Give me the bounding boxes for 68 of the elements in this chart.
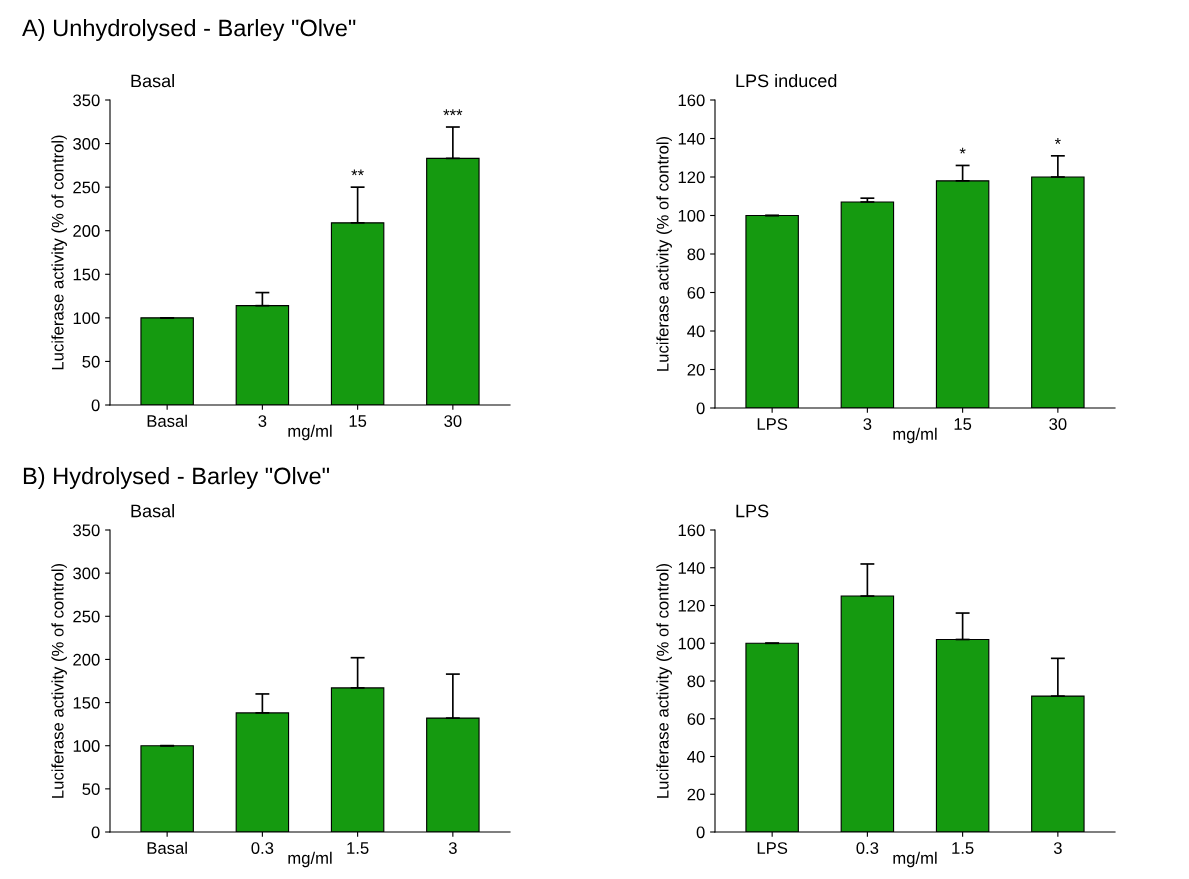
y-tick-label: 150 [73, 696, 100, 709]
x-tick-label: 1.5 [347, 842, 369, 854]
y-tick-label: 0 [696, 826, 705, 839]
x-axis-title: mg/ml [288, 851, 332, 868]
y-tick-label: 80 [687, 248, 705, 261]
x-tick-label: 15 [954, 418, 972, 430]
chart-title: Basal [131, 504, 174, 518]
y-tick-label: 300 [73, 567, 100, 580]
y-tick-label: 140 [678, 562, 705, 574]
y-axis-title: Luciferase activity (% of control) [656, 563, 672, 798]
y-tick-label: 40 [687, 750, 705, 763]
text: B) Hydrolysed - Barley "Olve" [23, 466, 330, 489]
y-tick-label: 160 [678, 524, 705, 537]
y-tick-label: 120 [678, 599, 705, 612]
y-tick-label: 50 [82, 783, 100, 796]
y-axis-title: Luciferase activity (% of control) [656, 136, 672, 371]
y-tick-label: 160 [678, 94, 705, 107]
x-tick-label: 0.3 [856, 842, 879, 854]
y-tick-label: 300 [73, 137, 100, 150]
chart-title: LPS [736, 504, 769, 518]
x-tick-label: 3 [258, 415, 267, 427]
y-tick-label: 100 [678, 637, 705, 650]
x-tick-label: LPS [757, 418, 788, 430]
y-tick-label: 80 [687, 675, 705, 688]
y-tick-label: 250 [73, 610, 100, 623]
annotation: * [959, 147, 966, 154]
x-tick-label: 3 [1053, 842, 1062, 854]
y-tick-label: 250 [73, 181, 100, 194]
x-tick-label: LPS [757, 842, 788, 854]
y-tick-label: 140 [678, 132, 705, 145]
y-tick-label: 60 [687, 286, 705, 299]
annotation: ** [351, 169, 364, 176]
x-tick-label: 3 [863, 418, 872, 430]
y-tick-label: 100 [73, 740, 100, 752]
y-tick-label: 50 [82, 355, 100, 368]
y-tick-label: 0 [91, 399, 100, 412]
y-tick-label: 20 [687, 788, 705, 801]
y-tick-label: 20 [687, 363, 705, 376]
y-tick-label: 0 [696, 402, 705, 415]
x-axis-title: mg/ml [288, 424, 332, 441]
x-axis-title: mg/ml [893, 427, 937, 444]
annotation: * [1054, 138, 1061, 144]
x-tick-label: Basal [147, 841, 187, 854]
y-tick-label: 150 [73, 268, 100, 281]
y-tick-label: 200 [73, 653, 100, 666]
y-tick-label: 60 [687, 713, 705, 725]
y-tick-label: 120 [678, 171, 705, 184]
y-axis-title: Luciferase activity (% of control) [51, 563, 67, 798]
x-tick-label: 30 [1049, 418, 1067, 430]
y-axis-title: Luciferase activity (% of control) [51, 135, 67, 370]
y-tick-label: 0 [91, 826, 100, 839]
chart-title: Basal [131, 74, 174, 88]
x-tick-label: 15 [349, 415, 367, 427]
x-tick-label: 0.3 [251, 842, 274, 854]
y-tick-label: 100 [73, 312, 100, 325]
y-tick-label: 200 [73, 225, 100, 237]
x-tick-label: 3 [448, 842, 457, 854]
x-tick-label: 30 [444, 415, 462, 427]
y-tick-label: 350 [73, 524, 100, 537]
text: A) Unhydrolysed - Barley "Olve" [22, 19, 356, 41]
x-tick-label: 1.5 [952, 842, 974, 854]
y-tick-label: 40 [687, 325, 705, 338]
y-tick-label: 350 [73, 94, 100, 107]
x-tick-label: Basal [147, 414, 187, 427]
chart-title: LPS induced [736, 73, 837, 88]
annotation: *** [443, 109, 463, 116]
x-axis-title: mg/ml [893, 851, 937, 868]
y-tick-label: 100 [678, 209, 705, 222]
